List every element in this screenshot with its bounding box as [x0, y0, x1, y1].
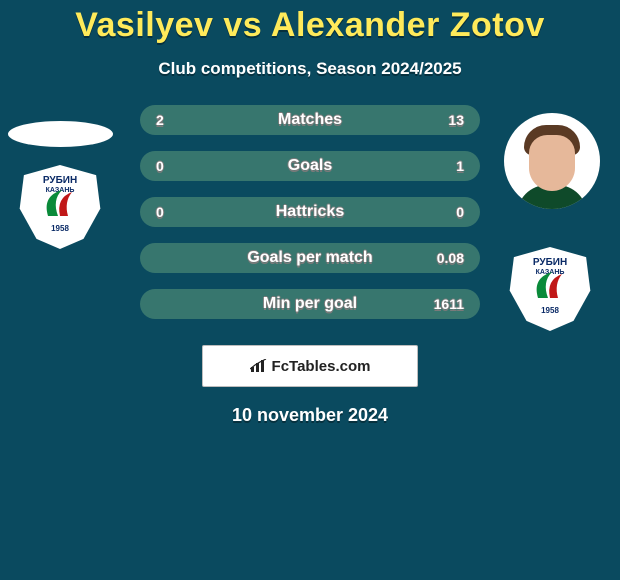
stat-row-matches: 2 Matches 13 — [140, 105, 480, 135]
stat-row-hattricks: 0 Hattricks 0 — [140, 197, 480, 227]
stat-label: Matches — [140, 111, 480, 129]
source-banner: FcTables.com — [202, 345, 418, 387]
player1-avatar — [8, 121, 113, 147]
player2-avatar — [504, 113, 600, 209]
stat-right-value: 0.08 — [437, 250, 464, 266]
stat-row-min-per-goal: Min per goal 1611 — [140, 289, 480, 319]
badge-year: 1958 — [508, 306, 592, 315]
stat-left-value: 2 — [156, 112, 164, 128]
stat-label: Hattricks — [140, 203, 480, 221]
badge-year: 1958 — [18, 224, 102, 233]
player1-club-badge: РУБИН КАЗАНЬ 1958 — [18, 165, 102, 249]
badge-swoosh-icon — [532, 268, 568, 304]
stat-right-value: 1611 — [434, 296, 464, 312]
stat-label: Min per goal — [140, 295, 480, 313]
badge-swoosh-icon — [42, 186, 78, 222]
stat-right-value: 1 — [456, 158, 464, 174]
player2-club-badge: РУБИН КАЗАНЬ 1958 — [508, 247, 592, 331]
badge-top-text: РУБИН — [508, 257, 592, 268]
comparison-body: РУБИН КАЗАНЬ 1958 РУБИН КАЗАНЬ 1958 — [0, 105, 620, 345]
date-text: 10 november 2024 — [0, 405, 620, 426]
stats-list: 2 Matches 13 0 Goals 1 0 Hattricks 0 Goa… — [140, 105, 480, 335]
stat-label: Goals — [140, 157, 480, 175]
stat-label: Goals per match — [140, 249, 480, 267]
comparison-card: Vasilyev vs Alexander Zotov Club competi… — [0, 0, 620, 580]
source-text: FcTables.com — [272, 358, 371, 375]
stat-row-goals: 0 Goals 1 — [140, 151, 480, 181]
badge-top-text: РУБИН — [18, 175, 102, 186]
stat-left-value: 0 — [156, 204, 164, 220]
page-title: Vasilyev vs Alexander Zotov — [0, 6, 620, 45]
stat-right-value: 0 — [456, 204, 464, 220]
stat-row-goals-per-match: Goals per match 0.08 — [140, 243, 480, 273]
stat-left-value: 0 — [156, 158, 164, 174]
stat-right-value: 13 — [448, 112, 464, 128]
subtitle: Club competitions, Season 2024/2025 — [0, 59, 620, 79]
bar-chart-icon — [250, 359, 268, 373]
